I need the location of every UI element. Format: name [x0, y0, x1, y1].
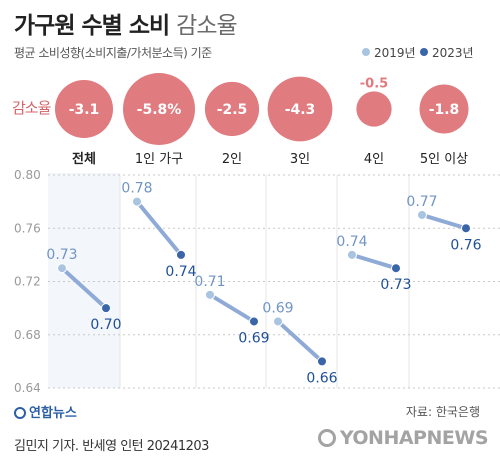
yonhap-logo-icon	[14, 407, 26, 419]
watermark: YONHAPNEWS	[317, 427, 489, 449]
change-connector	[276, 319, 324, 364]
data-label-2023: 0.69	[238, 330, 269, 346]
y-tick-label: 0.68	[14, 328, 41, 342]
category-label: 1인 가구	[135, 152, 183, 167]
data-label-2019: 0.74	[336, 234, 367, 250]
change-connector	[60, 266, 108, 311]
decline-bubble	[419, 84, 469, 134]
y-tick-label: 0.80	[14, 168, 41, 182]
decline-bubble-label: -1.8	[429, 102, 460, 118]
data-label-2023: 0.66	[306, 370, 337, 386]
logo-text: 연합뉴스	[29, 406, 77, 421]
data-label-2023: 0.76	[450, 237, 481, 253]
category-label: 3인	[290, 152, 310, 167]
legend-2023-dot-icon	[420, 48, 428, 56]
category-label: 5인 이상	[420, 152, 468, 167]
decline-bubble-label: -0.5	[360, 76, 388, 91]
decline-bubble	[123, 73, 195, 145]
decline-bubble-label: -3.1	[69, 102, 100, 118]
point-2019	[273, 316, 283, 327]
category-label: 2인	[222, 152, 242, 167]
y-tick-label: 0.76	[14, 221, 41, 235]
legend-2019-label: 2019년	[374, 46, 416, 60]
data-label-2019: 0.77	[406, 194, 437, 210]
legend-item-2019: 2019년	[362, 44, 416, 61]
title-bold: 가구원 수별 소비	[14, 13, 170, 39]
change-connector	[135, 199, 183, 257]
source-note: 자료: 한국은행	[405, 405, 480, 419]
point-2019	[205, 289, 215, 300]
data-label-2019: 0.78	[121, 181, 152, 197]
legend-item-2023: 2023년	[420, 44, 474, 61]
point-2019	[347, 249, 357, 260]
decline-bubble-label: -5.8%	[137, 102, 182, 118]
point-2023	[317, 356, 327, 367]
data-label-2023: 0.74	[165, 264, 196, 280]
decline-bubble	[54, 79, 114, 139]
legend-2023-label: 2023년	[432, 46, 474, 60]
legend-2019-dot-icon	[362, 48, 370, 56]
point-2019	[132, 196, 142, 207]
point-2023	[249, 316, 259, 327]
decline-bubble	[356, 91, 392, 127]
chart-subtitle: 평균 소비성향(소비지출/가처분소득) 기준	[14, 46, 212, 60]
decline-bubble-label: -4.3	[285, 102, 316, 118]
change-connector	[208, 292, 256, 324]
watermark-text: YONHAPNEWS	[339, 427, 489, 449]
point-2019	[57, 263, 67, 274]
change-connector	[350, 252, 398, 271]
decline-bubble	[267, 76, 333, 142]
point-2023	[176, 249, 186, 260]
point-2023	[391, 263, 401, 274]
data-label-2019: 0.71	[194, 274, 225, 290]
y-tick-label: 0.72	[14, 275, 41, 289]
decline-bubble-label: -2.5	[217, 102, 248, 118]
credit-line: 김민지 기자. 반세영 인턴 20241203	[14, 439, 209, 454]
data-label-2019: 0.73	[46, 247, 77, 263]
point-2019	[417, 209, 427, 220]
title-light: 감소율	[176, 13, 237, 39]
change-connector	[420, 212, 468, 231]
chart-title: 가구원 수별 소비 감소율	[14, 6, 238, 40]
watermark-logo-icon	[317, 429, 336, 447]
highlight-band	[48, 173, 120, 388]
category-label: 4인	[364, 152, 384, 167]
point-2023	[461, 223, 471, 234]
data-label-2019: 0.69	[262, 300, 293, 316]
category-label: 전체	[72, 151, 96, 167]
yonhap-logo: 연합뉴스	[14, 402, 77, 421]
decline-rate-label: 감소율	[12, 99, 51, 117]
point-2023	[101, 303, 111, 314]
y-tick-label: 0.64	[14, 381, 41, 395]
data-label-2023: 0.73	[380, 277, 411, 293]
decline-bubble	[204, 81, 260, 137]
data-label-2023: 0.70	[90, 317, 121, 333]
